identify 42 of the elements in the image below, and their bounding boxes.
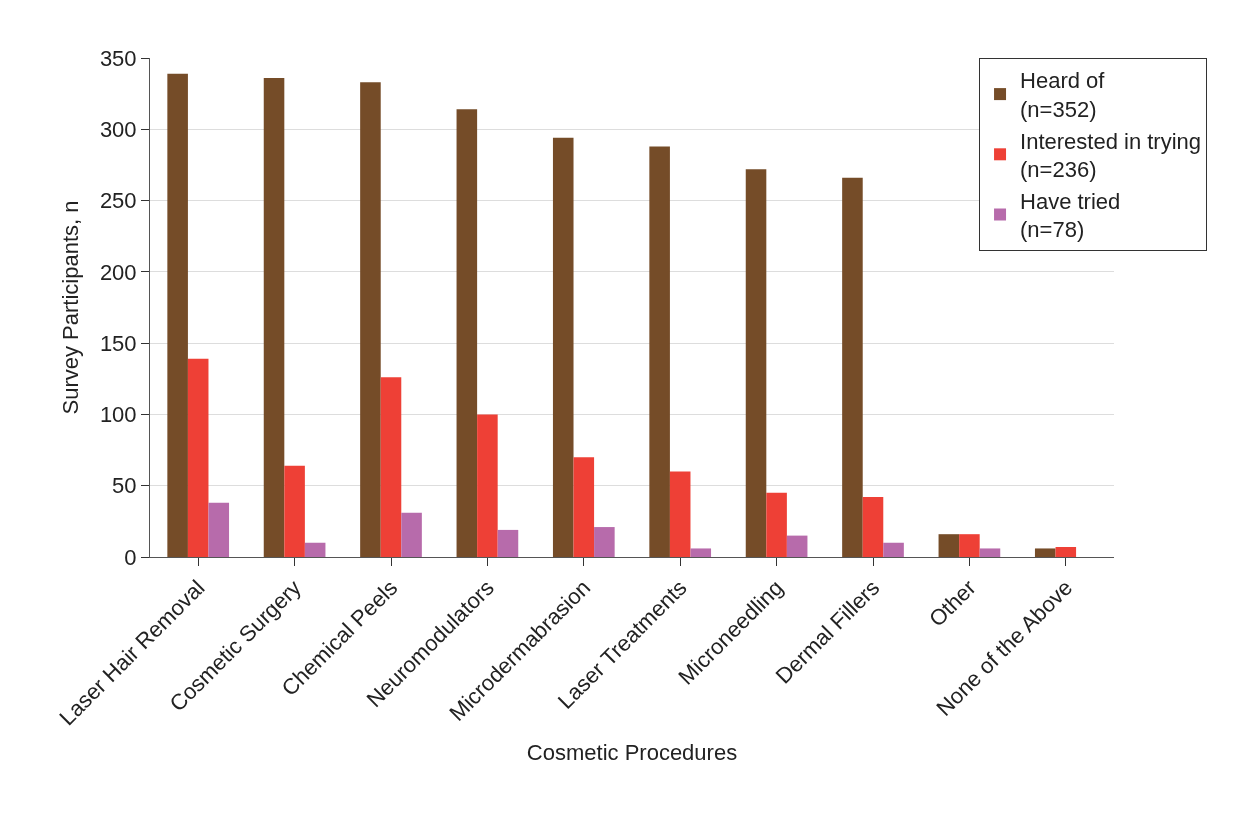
bar (304, 542, 326, 557)
legend-label: Have tried (n=78) (1020, 188, 1121, 243)
bar (208, 502, 230, 557)
bar (263, 77, 285, 557)
bar (552, 137, 574, 557)
legend-label: Interested in trying (n=236) (1020, 128, 1202, 183)
bar (456, 109, 478, 557)
y-tick-label: 250 (99, 188, 137, 214)
bar (187, 358, 209, 557)
bar (883, 542, 904, 557)
bar (167, 73, 188, 557)
bar (380, 377, 402, 557)
y-tick-label: 200 (99, 259, 137, 285)
bar (1034, 548, 1056, 557)
y-tick-label: 150 (99, 330, 137, 356)
y-tick-label: 100 (99, 402, 137, 428)
bar (284, 465, 305, 557)
y-tick-label: 0 (124, 544, 137, 570)
bar (842, 177, 863, 557)
bar (573, 457, 595, 557)
y-tick-label: 350 (99, 45, 137, 71)
bar (690, 548, 712, 557)
bar (669, 471, 691, 557)
y-tick-label: 300 (99, 116, 137, 142)
bar (594, 527, 615, 557)
y-tick-label: 50 (112, 473, 137, 499)
y-axis-title: Survey Participants, n (57, 200, 83, 415)
bar (979, 548, 1001, 557)
bar (1055, 547, 1077, 557)
bar (959, 534, 980, 557)
bar (497, 529, 519, 557)
bar (766, 492, 787, 557)
x-axis-title: Cosmetic Procedures (526, 740, 738, 766)
bar (649, 146, 670, 557)
bar (401, 512, 422, 557)
bar (938, 534, 960, 557)
bar (786, 535, 808, 557)
bar (360, 82, 381, 557)
bar (745, 169, 767, 557)
legend-label: Heard of (n=352) (1020, 68, 1106, 122)
bar (862, 497, 884, 557)
bar (477, 414, 498, 557)
